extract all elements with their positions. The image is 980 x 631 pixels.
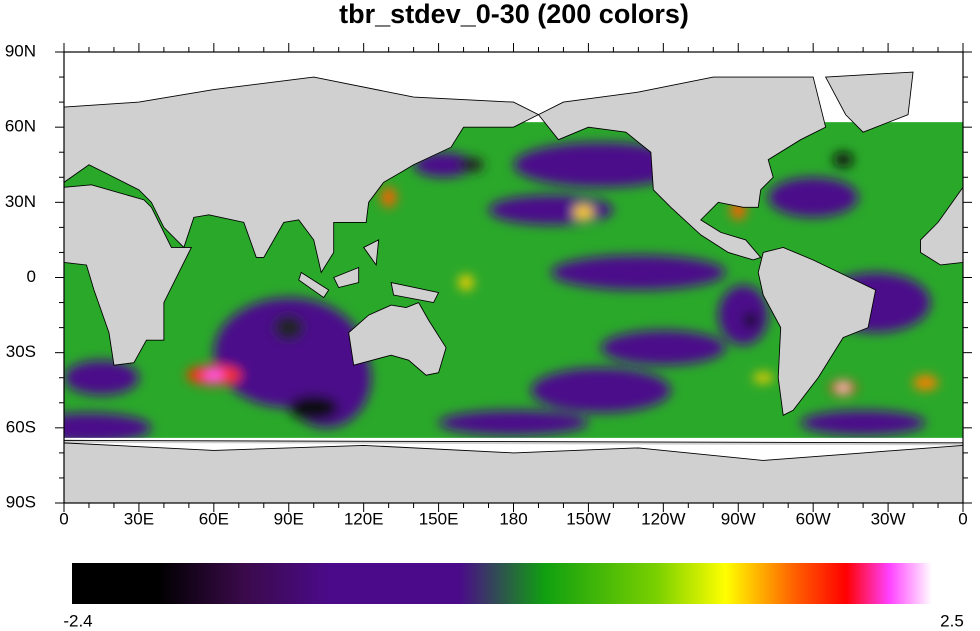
lon-label: 180 (499, 509, 527, 528)
lat-label: 0 (27, 267, 36, 286)
lat-label: 30N (5, 192, 36, 211)
lon-label: 0 (958, 509, 967, 528)
lat-label: 60N (5, 117, 36, 136)
lat-label: 90N (5, 41, 36, 60)
map (64, 52, 963, 504)
lon-label: 150E (419, 509, 459, 528)
lon-label: 150W (566, 509, 610, 528)
lon-label: 30E (124, 509, 154, 528)
lon-label: 120E (344, 509, 384, 528)
lat-label: 30S (6, 342, 36, 361)
colorbar-max-label: 2.5 (940, 611, 964, 630)
title: tbr_stdev_0-30 (200 colors) (339, 0, 689, 29)
lon-label: 30W (871, 509, 906, 528)
lon-label: 120W (641, 509, 685, 528)
lat-label: 90S (6, 492, 36, 511)
colorbar-min-label: -2.4 (63, 611, 92, 630)
lon-label: 0 (59, 509, 68, 528)
field (64, 142, 939, 443)
lon-label: 60W (796, 509, 831, 528)
lon-label: 90W (721, 509, 756, 528)
colorbar (72, 563, 932, 604)
lat-label: 60S (6, 417, 36, 436)
lon-label: 90E (274, 509, 304, 528)
lon-label: 60E (199, 509, 229, 528)
